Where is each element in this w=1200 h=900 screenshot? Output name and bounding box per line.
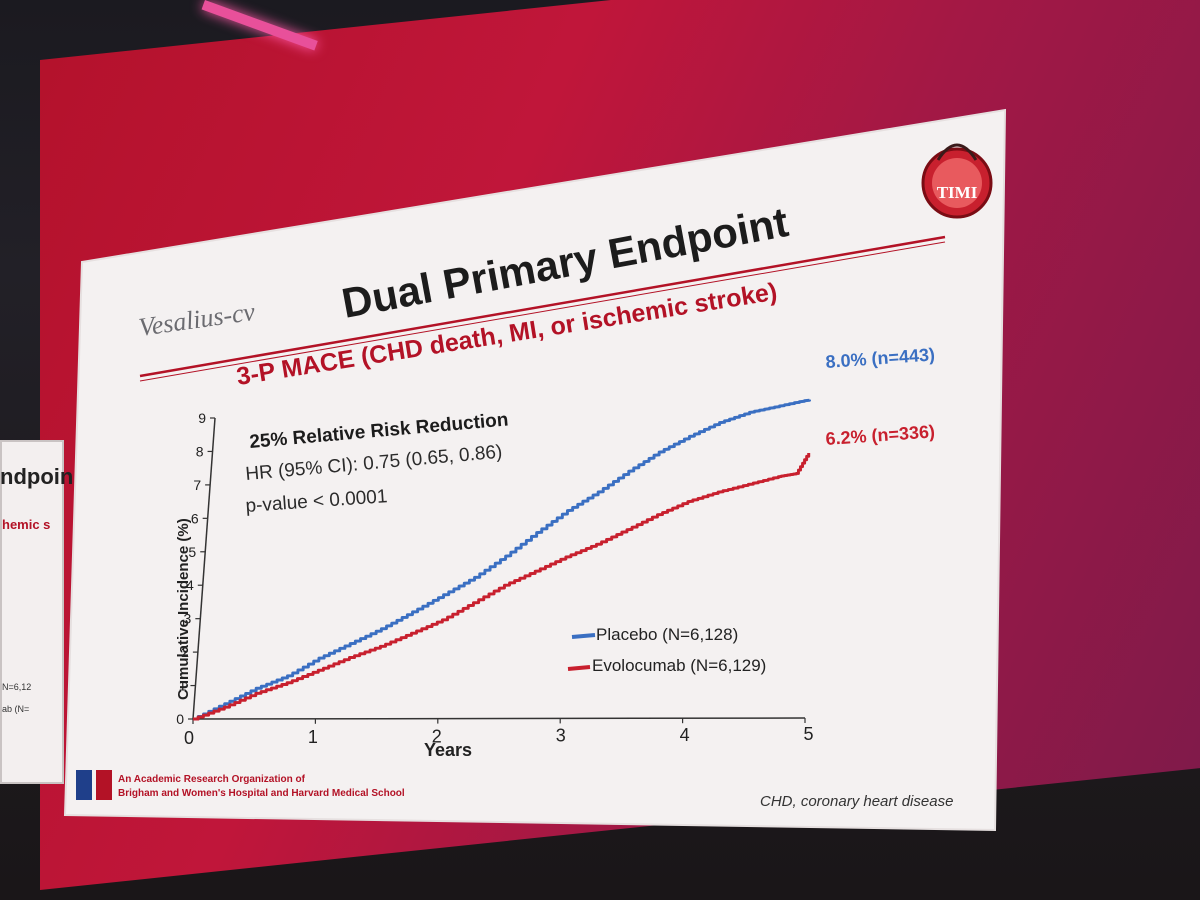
y-tick-label: 1 bbox=[179, 678, 187, 694]
y-tick-label: 4 bbox=[186, 577, 194, 593]
y-tick-label: 5 bbox=[188, 544, 196, 560]
legend-placebo-label: Placebo (N=6,128) bbox=[596, 625, 738, 644]
series-layer bbox=[193, 398, 811, 721]
footer-org-line1: An Academic Research Organization of bbox=[118, 774, 306, 785]
x-tick-label: 1 bbox=[308, 727, 318, 747]
legend-evolocumab-swatch bbox=[567, 665, 591, 671]
evolocumab-curve bbox=[193, 453, 811, 721]
side-screen-legend-2: ab (N= bbox=[2, 704, 30, 714]
footer-org-line2: Brigham and Women's Hospital and Harvard… bbox=[118, 788, 405, 799]
side-screen-title: ndpoin bbox=[0, 464, 74, 489]
y-axis-line bbox=[192, 417, 216, 720]
y-tick-label: 0 bbox=[176, 711, 184, 727]
side-screen-legend-1: N=6,12 bbox=[2, 682, 32, 692]
y-tick-label: 9 bbox=[198, 410, 206, 426]
placebo-curve bbox=[193, 398, 811, 721]
y-axis-title: Cumulative Incidence (%) bbox=[175, 518, 192, 700]
legend-placebo-swatch bbox=[571, 633, 596, 639]
x-tick-label: 4 bbox=[680, 725, 690, 745]
x-tick-label: 5 bbox=[803, 724, 813, 744]
slide-background bbox=[63, 108, 1007, 832]
x-tick-label: 0 bbox=[184, 728, 194, 748]
y-tick-label: 3 bbox=[184, 611, 192, 627]
side-screen-subtitle: hemic s bbox=[2, 517, 51, 532]
harvard-shield-icon bbox=[96, 770, 112, 800]
x-tick-label: 2 bbox=[432, 726, 442, 746]
x-axis-title: Years bbox=[424, 740, 472, 760]
y-tick-label: 6 bbox=[191, 510, 199, 526]
side-screen-partial: ndpoin hemic s N=6,12 ab (N= bbox=[0, 440, 73, 784]
y-tick-label: 2 bbox=[181, 644, 189, 660]
footnote: CHD, coronary heart disease bbox=[760, 793, 953, 810]
x-axis-line bbox=[192, 717, 806, 720]
timi-logo: TIMI bbox=[921, 143, 993, 219]
footer: An Academic Research Organization of Bri… bbox=[76, 770, 953, 810]
timi-logo-text: TIMI bbox=[937, 183, 978, 202]
y-tick-label: 8 bbox=[196, 443, 204, 459]
title-rule-top bbox=[139, 235, 946, 378]
bwh-logo-icon bbox=[76, 770, 92, 800]
x-tick-label: 3 bbox=[556, 726, 566, 746]
x-axis: 0 1 2 3 4 5 bbox=[184, 717, 814, 748]
y-tick-label: 7 bbox=[193, 477, 201, 493]
title-rule-bottom bbox=[139, 241, 946, 382]
chart: 0 1 2 3 4 5 6 7 8 9 0 1 2 3 4 5 Cumulative Incidence (… bbox=[175, 398, 814, 760]
legend: Placebo (N=6,128) Evolocumab (N=6,129) bbox=[567, 625, 766, 675]
legend-evolocumab-label: Evolocumab (N=6,129) bbox=[592, 656, 766, 675]
y-axis: 0 1 2 3 4 5 6 7 8 9 bbox=[176, 410, 216, 727]
